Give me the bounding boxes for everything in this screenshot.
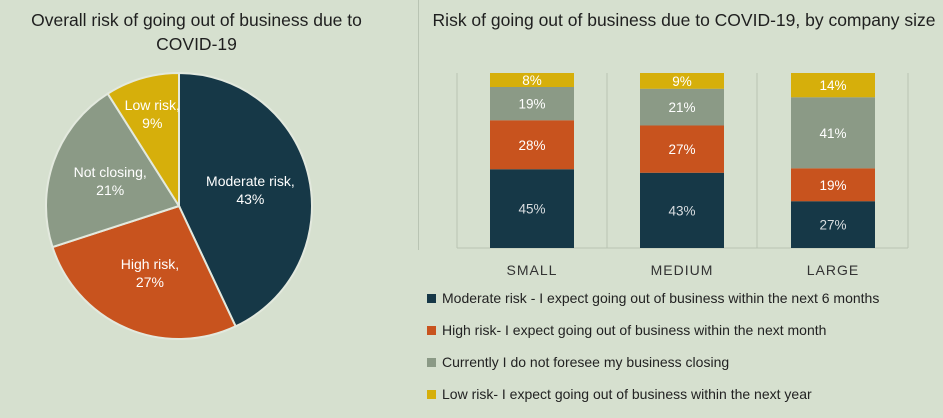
pie-slice bbox=[45, 92, 181, 249]
x-tick-label: SMALL bbox=[507, 262, 558, 278]
pie-slice-label: High risk, bbox=[121, 256, 179, 272]
pie-slice-label: Low risk, bbox=[125, 97, 180, 113]
bar-segment bbox=[490, 169, 574, 248]
bar-segment bbox=[640, 172, 724, 248]
x-tick-label: MEDIUM bbox=[651, 262, 714, 278]
legend-swatch bbox=[427, 325, 436, 335]
bar-value-label: 19% bbox=[819, 178, 846, 193]
stacked-bar-chart: 45% 28% 19% 8% SMALL 43% 27% 21% 9% MEDIUM 27% 19% 4… bbox=[456, 73, 909, 278]
bar-value-label: 45% bbox=[518, 202, 545, 217]
legend-swatch bbox=[427, 293, 436, 303]
bar-segment bbox=[640, 73, 724, 89]
pie-slice-value: 21% bbox=[96, 182, 124, 198]
pie-slice-value: 43% bbox=[236, 191, 264, 207]
legend-swatch bbox=[427, 389, 436, 399]
bar-chart-legend: Moderate risk - I expect going out of bu… bbox=[427, 290, 879, 418]
legend-item: Low risk- I expect going out of business… bbox=[427, 386, 879, 402]
panel-divider bbox=[418, 0, 419, 250]
bar-segment bbox=[490, 87, 574, 121]
legend-item: Moderate risk - I expect going out of bu… bbox=[427, 290, 879, 306]
bar-value-label: 27% bbox=[668, 142, 695, 157]
bar-segment bbox=[791, 201, 875, 248]
pie-slice bbox=[178, 71, 313, 328]
legend-label: Low risk- I expect going out of business… bbox=[442, 386, 812, 402]
pie-chart-title: Overall risk of going out of business du… bbox=[31, 10, 362, 54]
bar-segment bbox=[791, 97, 875, 169]
bar-segment bbox=[640, 125, 724, 173]
legend-label: Currently I do not foresee my business c… bbox=[442, 354, 730, 370]
legend-label: Moderate risk - I expect going out of bu… bbox=[442, 290, 880, 306]
bar-value-label: 8% bbox=[522, 73, 542, 88]
legend-label: High risk- I expect going out of busines… bbox=[442, 322, 827, 338]
bar-value-label: 28% bbox=[518, 138, 545, 153]
bar-segment bbox=[490, 120, 574, 170]
legend-item: High risk- I expect going out of busines… bbox=[427, 322, 879, 338]
bar-segment bbox=[490, 73, 574, 87]
charts-canvas: Moderate risk, 43% High risk, 27% Not closin… bbox=[45, 71, 909, 340]
pie-slice-label: Moderate risk, bbox=[206, 173, 295, 189]
bar-value-label: 27% bbox=[819, 218, 846, 233]
legend-swatch bbox=[427, 357, 436, 367]
bar-value-label: 43% bbox=[668, 203, 695, 218]
bar-value-label: 14% bbox=[819, 78, 846, 93]
bar-segment bbox=[791, 168, 875, 202]
bar-value-label: 9% bbox=[672, 74, 692, 89]
bar-value-label: 21% bbox=[668, 100, 695, 115]
bar-segment bbox=[640, 88, 724, 126]
pie-slice bbox=[106, 71, 180, 210]
pie-slice bbox=[51, 204, 237, 340]
x-tick-label: LARGE bbox=[807, 262, 859, 278]
legend-item: Currently I do not foresee my business c… bbox=[427, 354, 879, 370]
pie-slice-value: 27% bbox=[136, 274, 164, 290]
pie-slice-label: Not closing, bbox=[74, 164, 147, 180]
bar-value-label: 19% bbox=[518, 97, 545, 112]
pie-slice-value: 9% bbox=[142, 115, 162, 131]
bar-segment bbox=[791, 73, 875, 98]
bar-chart-title: Risk of going out of business due to COV… bbox=[432, 10, 936, 30]
pie-chart: Moderate risk, 43% High risk, 27% Not closin… bbox=[45, 71, 313, 340]
bar-value-label: 41% bbox=[819, 126, 846, 141]
